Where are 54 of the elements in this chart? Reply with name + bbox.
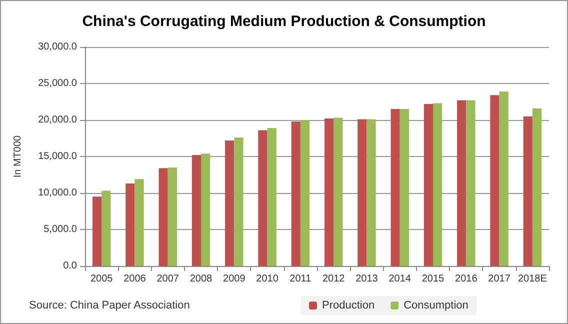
bar <box>366 119 376 266</box>
x-tick-label: 2010 <box>256 274 279 284</box>
bar <box>490 95 500 266</box>
bar <box>300 120 310 266</box>
y-tick-label: 5,000.0 <box>44 224 78 235</box>
x-tick-label: 2016 <box>455 274 478 284</box>
x-tick-label: 2017 <box>488 274 511 284</box>
bar <box>134 179 144 266</box>
y-tick-label: 15,000.0 <box>38 151 78 162</box>
x-tick-label: 2012 <box>322 274 346 284</box>
bar <box>291 121 300 266</box>
bar <box>499 92 508 266</box>
y-tick-label: 10,000.0 <box>38 188 78 198</box>
y-tick-label: 0.0 <box>63 260 78 272</box>
bar <box>324 118 334 266</box>
y-tick-label: 20,000.0 <box>38 114 78 126</box>
bar <box>267 128 276 266</box>
x-tick-label: 2005 <box>90 274 114 284</box>
bar <box>126 184 135 266</box>
source-note: Source: China Paper Association <box>29 300 190 312</box>
x-tick-label: 2009 <box>223 274 246 284</box>
x-tick-label: 2018E <box>518 274 548 284</box>
x-tick-label: 2006 <box>124 274 146 284</box>
bar <box>457 100 466 266</box>
x-tick-label: 2013 <box>356 274 378 284</box>
y-tick-label: 25,000.0 <box>38 78 78 89</box>
bar <box>466 100 476 266</box>
y-tick-label: 30,000.0 <box>38 42 78 52</box>
bar <box>102 190 111 266</box>
bar <box>390 109 400 266</box>
legend-label: Consumption <box>404 300 468 312</box>
x-tick-label: 2014 <box>388 274 412 284</box>
x-tick-label: 2007 <box>156 274 180 284</box>
x-tick-label: 2011 <box>290 274 312 284</box>
bar <box>334 118 343 266</box>
x-tick-label: 2015 <box>422 274 445 284</box>
chart-title: China's Corrugating Medium Production & Consumption <box>82 13 486 30</box>
bar <box>400 109 409 266</box>
bar <box>92 196 102 266</box>
bar <box>168 167 177 266</box>
y-axis-title: In MT000 <box>12 134 24 178</box>
bar <box>532 108 542 266</box>
bar <box>258 130 268 266</box>
bar <box>234 138 244 266</box>
x-tick-label: 2008 <box>190 274 213 284</box>
bar <box>358 119 367 266</box>
legend-label: Production <box>322 300 375 312</box>
bar <box>225 140 234 266</box>
bar <box>424 104 433 266</box>
bar <box>523 116 532 266</box>
bar <box>192 155 201 266</box>
bar <box>433 103 442 266</box>
bar <box>158 168 168 266</box>
bar <box>201 154 210 266</box>
